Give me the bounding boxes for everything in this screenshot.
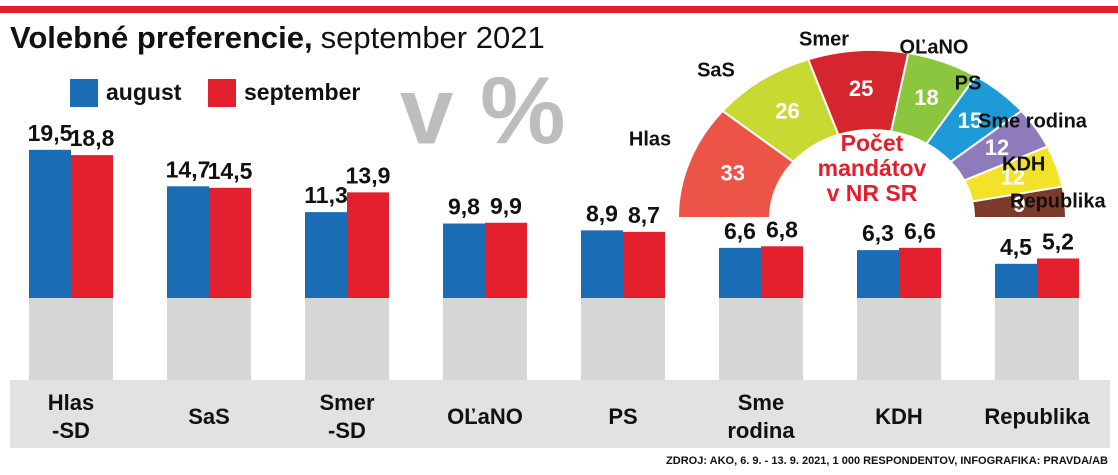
category-band	[10, 380, 1110, 448]
bar	[167, 186, 209, 298]
seat-value: 9	[1013, 192, 1025, 217]
x-tick-label: OĽaNO	[447, 404, 523, 429]
party-label: OĽaNO	[900, 36, 969, 58]
bar	[719, 247, 761, 298]
value-label: 6,6	[904, 218, 936, 244]
legend-swatch	[208, 79, 236, 107]
value-label: 8,9	[586, 200, 618, 226]
value-label: 6,6	[724, 218, 756, 244]
bar	[71, 155, 113, 298]
value-label: 6,3	[862, 220, 894, 246]
x-tick-label: Sme rodina	[727, 390, 795, 443]
bar	[29, 149, 71, 298]
value-label: 13,9	[346, 162, 391, 188]
x-tick-label: Republika	[984, 404, 1090, 429]
top-rule	[0, 6, 1118, 13]
party-label: Smer	[799, 28, 849, 50]
value-label: 18,8	[70, 125, 115, 151]
seat-value: 25	[849, 76, 873, 101]
party-label: KDH	[1002, 153, 1045, 175]
photo-placeholder	[581, 298, 665, 380]
x-tick-label: KDH	[875, 404, 923, 429]
seat-value: 26	[775, 99, 799, 124]
seat-value: 12	[1001, 164, 1025, 189]
bar	[995, 263, 1037, 298]
value-label: 4,5	[1000, 234, 1032, 260]
bar	[761, 246, 803, 298]
photo-placeholder	[719, 298, 803, 380]
value-label: 9,8	[448, 194, 480, 220]
photo-placeholder	[995, 298, 1079, 380]
unit-annotation: v %	[400, 57, 565, 164]
x-tick-label: Smer -SD	[319, 390, 374, 443]
value-label: 14,7	[166, 156, 211, 182]
source: ZDROJ: AKO, 6. 9. - 13. 9. 2021, 1 000 R…	[666, 455, 1108, 467]
bar	[443, 223, 485, 298]
value-label: 8,7	[628, 202, 660, 228]
x-tick-label: Hlas -SD	[48, 390, 94, 443]
value-label: 6,8	[766, 216, 798, 242]
bar	[305, 212, 347, 298]
bar	[1037, 258, 1079, 298]
photo-placeholder	[443, 298, 527, 380]
photo-placeholder	[29, 298, 113, 380]
value-label: 11,3	[304, 182, 348, 208]
seat-value: 15	[958, 108, 982, 133]
legend-swatch	[70, 79, 98, 107]
party-label: PS	[955, 72, 982, 94]
party-label: Hlas	[629, 128, 671, 150]
bar	[581, 230, 623, 298]
photo-placeholder	[857, 298, 941, 380]
bar	[623, 231, 665, 298]
value-label: 5,2	[1042, 229, 1074, 255]
photo-placeholder	[305, 298, 389, 380]
legend-label: september	[244, 79, 360, 105]
bar	[347, 192, 389, 298]
bar	[209, 187, 251, 298]
seat-segment	[970, 185, 1068, 219]
party-label: Republika	[1010, 190, 1106, 212]
seat-value: 12	[985, 135, 1009, 160]
chart-subtitle: september 2021	[321, 20, 545, 55]
photo-placeholder	[167, 298, 251, 380]
bar	[485, 222, 527, 298]
x-tick-label: PS	[608, 404, 637, 429]
x-tick-label: SaS	[188, 404, 230, 429]
party-label: SaS	[697, 59, 735, 81]
party-label: Sme rodina	[978, 110, 1088, 132]
bar	[857, 250, 899, 298]
value-label: 9,9	[490, 193, 522, 219]
value-label: 19,5	[28, 120, 73, 146]
value-label: 14,5	[208, 158, 253, 184]
legend-label: august	[106, 79, 182, 105]
chart-title: Volebné preferencie,	[10, 20, 313, 55]
seat-value: 18	[914, 85, 938, 110]
bar	[899, 247, 941, 298]
seat-value: 33	[721, 160, 745, 185]
seat-title: Počet mandátov v NR SR	[818, 130, 927, 206]
